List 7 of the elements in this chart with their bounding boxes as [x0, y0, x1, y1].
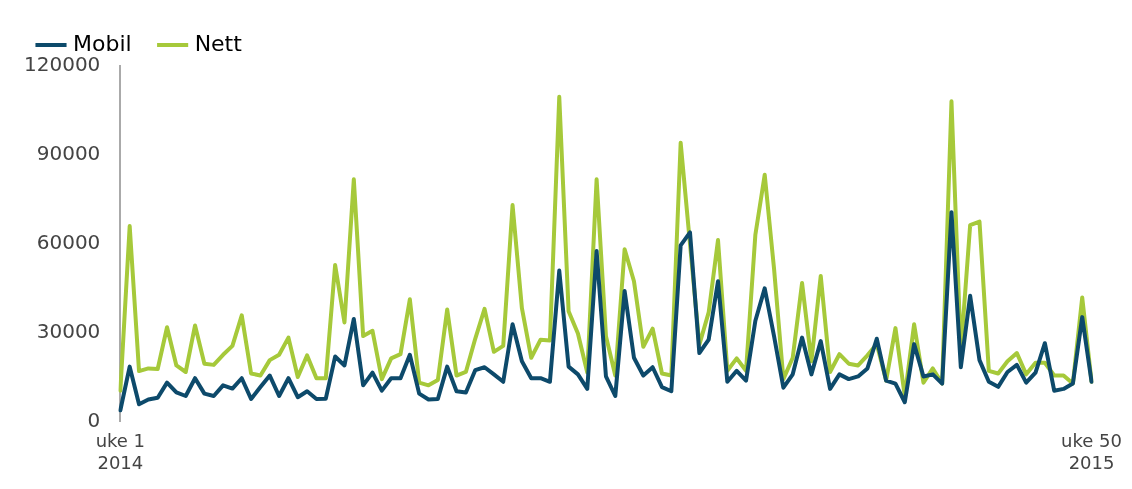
y-tick-label: 90000 — [36, 141, 101, 166]
y-tick-label: 30000 — [36, 319, 101, 344]
x-tick-label: uke 1 2014 — [95, 430, 146, 473]
y-tick-label: 0 — [87, 408, 101, 432]
legend-label: Nett — [194, 30, 243, 56]
x-tick-label: uke 50 2015 — [1061, 430, 1122, 473]
y-tick-label: 60000 — [36, 230, 101, 255]
